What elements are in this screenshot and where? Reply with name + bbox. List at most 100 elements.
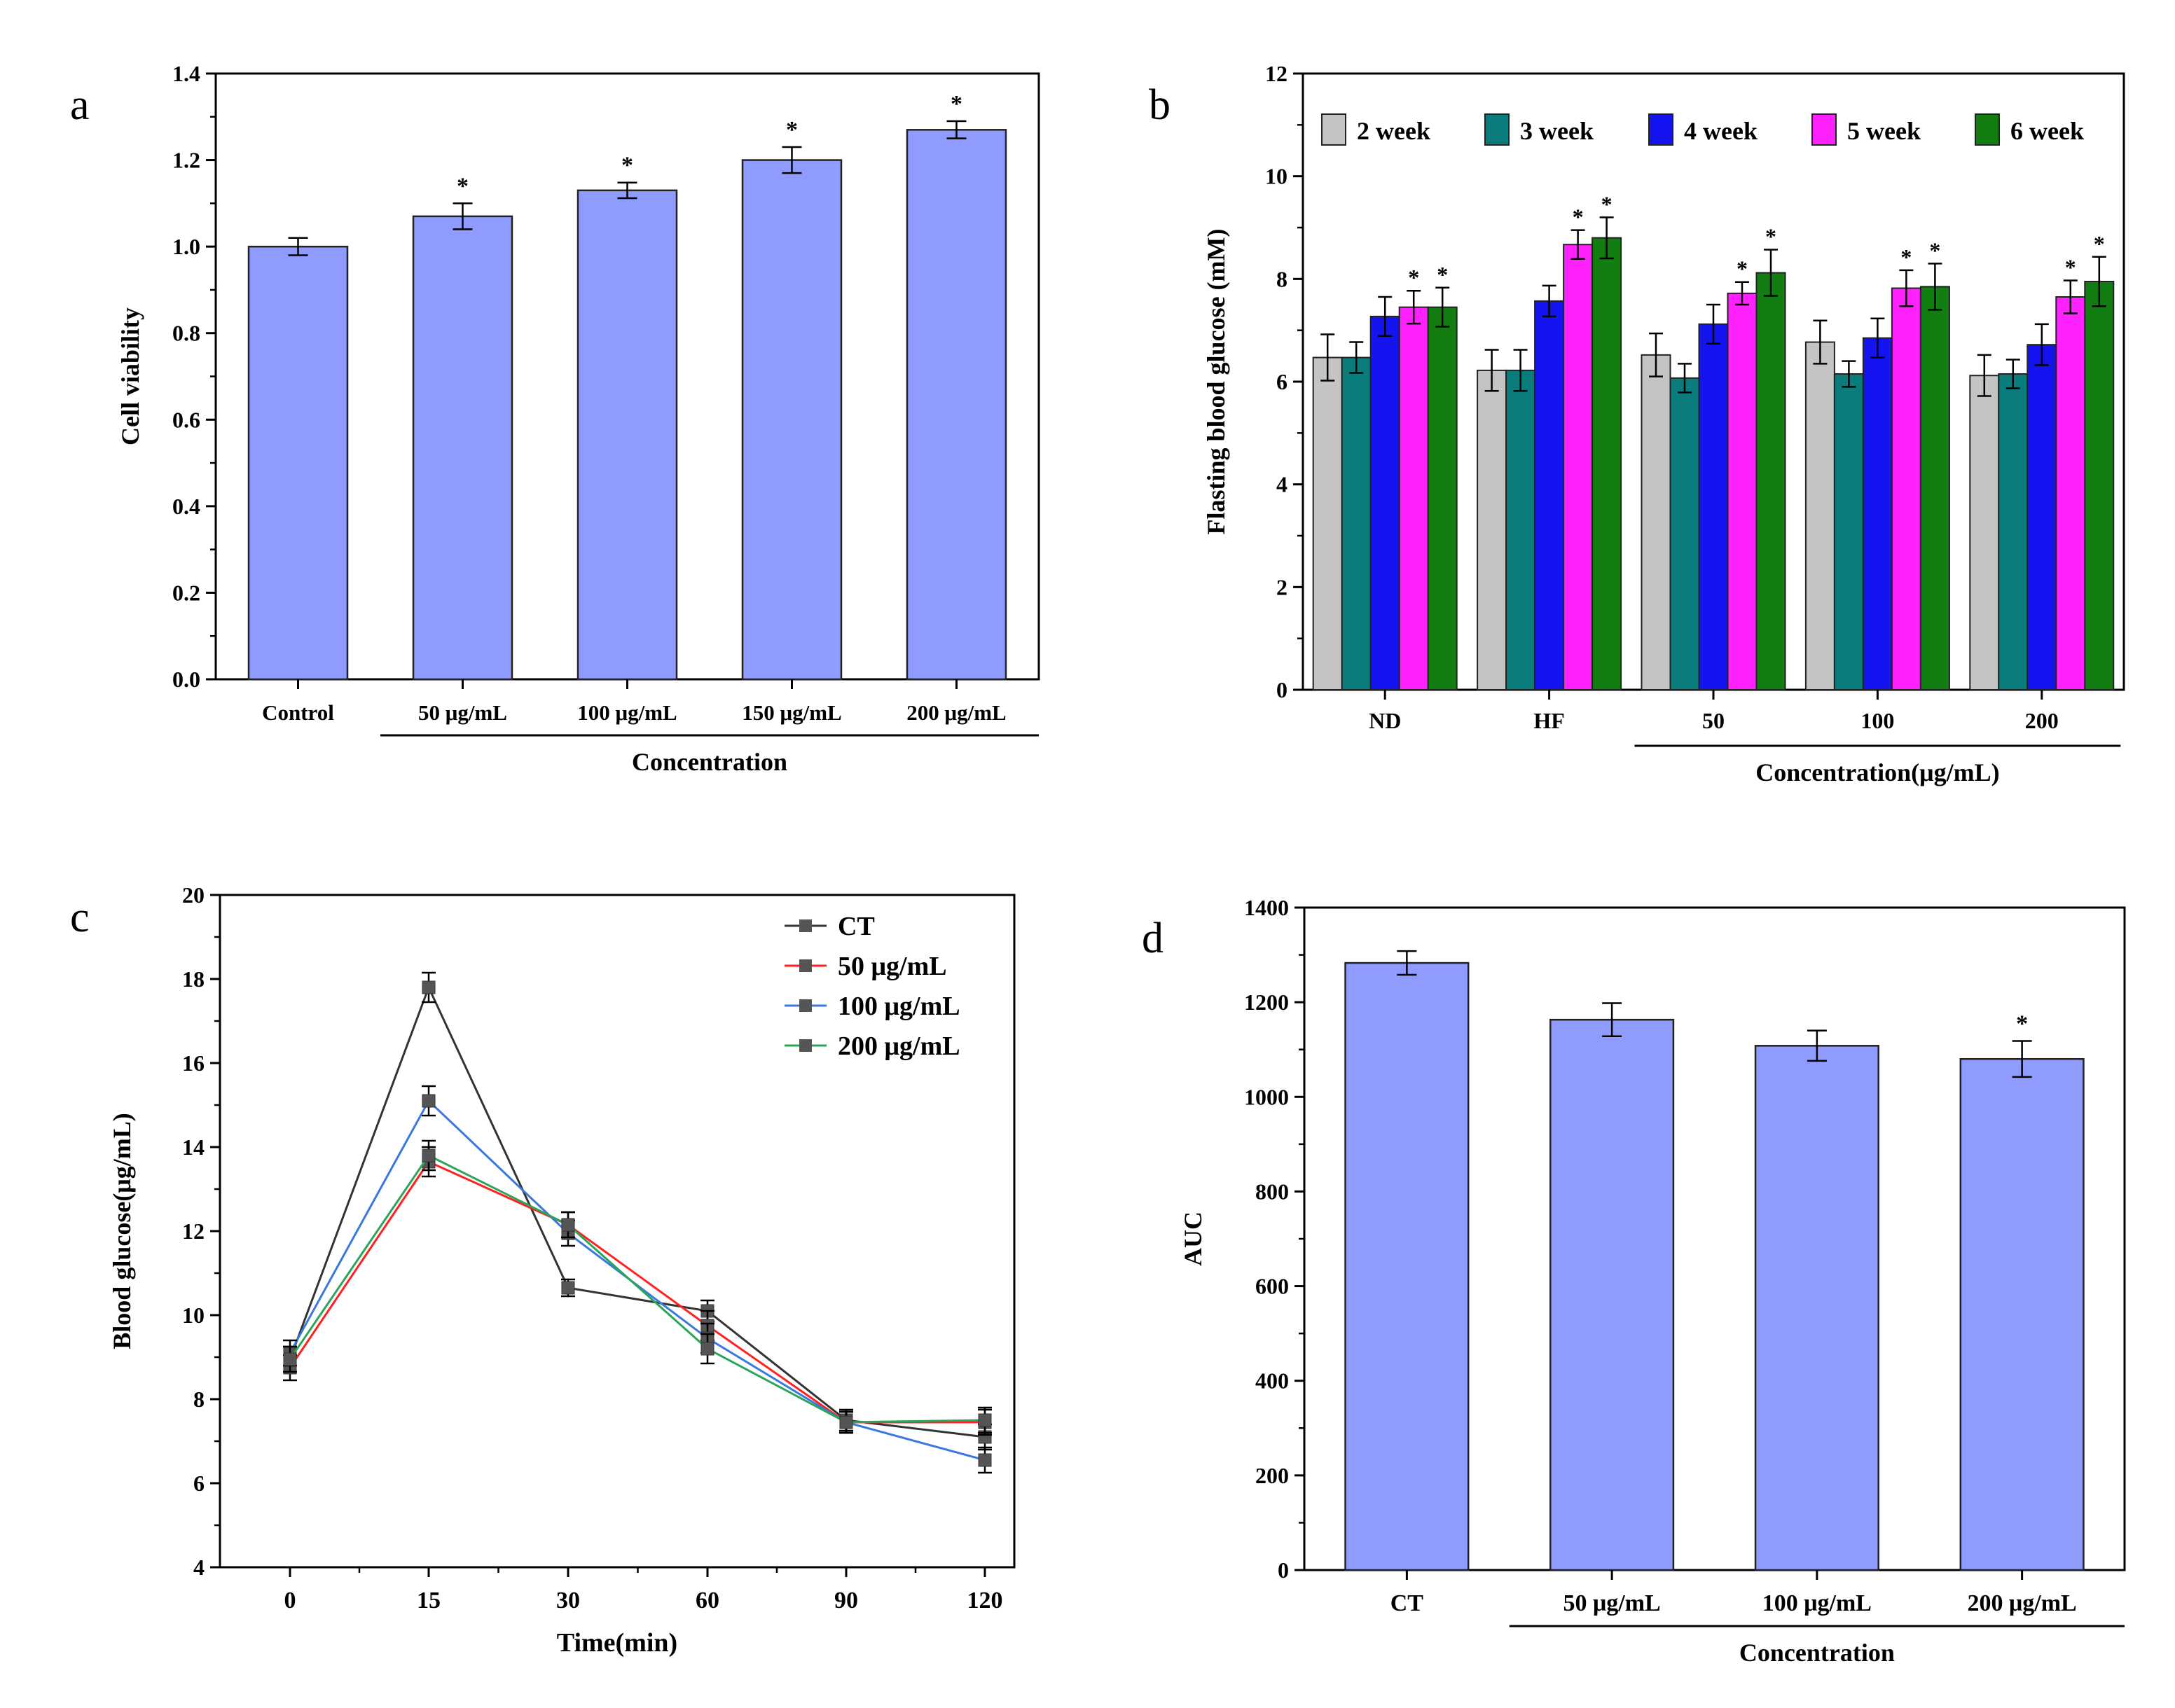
error-bar-6-week-nd — [1435, 286, 1450, 328]
chart-panel-c: 4 6 8 10 12 14 16 18 20 0 15 30 60 90 120 Time(min) Bloo… — [108, 882, 1016, 1658]
error-bar-4-week-50 — [1706, 303, 1720, 345]
y-tick-label: 1000 — [1244, 1084, 1289, 1109]
x-axis-title: Concentration — [1739, 1639, 1895, 1667]
y-tick-label: 1400 — [1244, 895, 1289, 920]
y-tick-label: 4 — [1276, 472, 1287, 497]
legend-marker-100-g-ml — [799, 999, 812, 1012]
legend: CT 50 μg/mL 100 μg/mL 200 μg/mL — [785, 912, 960, 1061]
legend-swatch-4-week — [1648, 113, 1673, 146]
chart-panel-b: 0 2 4 6 8 10 12 * * ND * * HF * * 50 * * 100 * * 200 Concentra… — [1202, 61, 2125, 786]
bar-50-g-ml — [1549, 1018, 1675, 1571]
error-bar-50-g-ml — [453, 202, 473, 230]
error-bar-control — [288, 237, 308, 256]
bar-5-week-200 — [2055, 296, 2086, 690]
error-bar-150-g-ml — [782, 146, 802, 174]
y-tick-label: 0 — [1276, 677, 1287, 702]
bar-200-g-ml — [906, 129, 1007, 681]
panel-letter-c: c — [70, 894, 90, 941]
y-tick-label: 0 — [1278, 1557, 1289, 1583]
legend-label-2-week: 2 week — [1357, 117, 1430, 145]
y-tick-label: 8 — [193, 1387, 205, 1412]
point-100-g-ml — [978, 1453, 992, 1467]
x-tick-label: Control — [262, 700, 334, 725]
legend-label-6-week: 6 week — [2010, 117, 2084, 145]
significance-marker: * — [1601, 191, 1613, 216]
bar-2-week-200 — [1969, 375, 2000, 690]
point-100-g-ml — [422, 1094, 436, 1108]
x-tick-label: 15 — [417, 1588, 441, 1613]
y-tick-label: 1.4 — [172, 61, 200, 86]
significance-marker: * — [786, 117, 798, 143]
legend-label-3-week: 3 week — [1520, 117, 1594, 145]
y-tick-label: 14 — [182, 1134, 205, 1160]
y-tick-label: 2 — [1276, 574, 1287, 599]
bar-6-week-200 — [2084, 281, 2115, 690]
bar-3-week-hf — [1505, 369, 1536, 690]
x-axis-title: Time(min) — [557, 1628, 677, 1658]
significance-marker: * — [457, 173, 469, 199]
y-tick-label: 0.6 — [172, 407, 200, 432]
error-bar-5-week-100 — [1899, 269, 1914, 307]
y-tick-label: 12 — [182, 1218, 205, 1244]
significance-marker: * — [1736, 256, 1748, 282]
panel-letter-d: d — [1142, 915, 1164, 962]
error-bar-4-week-nd — [1378, 296, 1393, 337]
error-bar-2-week-200 — [1977, 354, 1991, 397]
y-tick-label: 1.2 — [172, 148, 200, 173]
significance-marker: * — [2016, 1011, 2028, 1037]
error-bar-6-week-200 — [2092, 256, 2106, 307]
point-200-g-ml — [283, 1352, 297, 1366]
x-axis-title: Concentration(μg/mL) — [1755, 758, 1999, 786]
y-tick-label: 10 — [1265, 164, 1287, 189]
error-bar-3-week-200 — [2005, 359, 2020, 389]
error-bar-3-week-100 — [1842, 360, 1856, 388]
error-bar-3-week-nd — [1349, 341, 1364, 374]
significance-marker: * — [1573, 204, 1584, 230]
error-bar-2-week-50 — [1649, 332, 1663, 377]
y-tick-label: 16 — [182, 1050, 205, 1076]
y-tick-label: 0.2 — [172, 580, 200, 605]
y-axis-title: Flasting blood glucose (mM) — [1202, 229, 1230, 535]
x-tick-label: 200 — [2025, 708, 2059, 733]
x-tick-label: 0 — [284, 1588, 296, 1613]
x-tick-label: 50 μg/mL — [1563, 1590, 1661, 1616]
error-bar-3-week-50 — [1678, 363, 1692, 394]
legend-label-ct: CT — [838, 912, 875, 941]
x-tick-label: CT — [1390, 1590, 1424, 1616]
significance-marker: * — [1929, 237, 1940, 263]
significance-marker: * — [1408, 265, 1419, 290]
bar-200-g-ml — [1959, 1057, 2085, 1571]
bar-control — [247, 245, 349, 681]
legend-label-50-g-ml: 50 μg/mL — [838, 952, 947, 981]
y-tick-label: 800 — [1255, 1179, 1289, 1204]
significance-marker: * — [1900, 244, 1912, 270]
y-tick-label: 10 — [182, 1303, 205, 1328]
error-bar-5-week-hf — [1570, 229, 1585, 260]
legend-swatch-6-week — [1975, 113, 2000, 146]
line-50-g-ml — [289, 1160, 985, 1424]
x-axis-title: Concentration — [632, 748, 787, 776]
legend-marker-50-g-ml — [799, 959, 812, 972]
legend-swatch-5-week — [1811, 113, 1837, 146]
significance-marker: * — [2065, 255, 2076, 280]
bar-4-week-hf — [1534, 300, 1565, 691]
chart-panel-a: 0.0 0.2 0.4 0.6 0.8 1.0 1.2 1.4 Control 50 μg/mL *… — [116, 61, 1040, 776]
bar-2-week-hf — [1477, 369, 1507, 690]
y-tick-label: 6 — [1276, 369, 1287, 394]
significance-marker: * — [951, 91, 962, 117]
legend-swatch-2-week — [1321, 113, 1346, 146]
line-200-g-ml — [289, 1154, 986, 1424]
legend-label-5-week: 5 week — [1847, 117, 1921, 145]
y-tick-label: 1.0 — [172, 234, 200, 259]
point-200-g-ml — [422, 1148, 436, 1162]
error-bar-100-g-ml — [1807, 1029, 1827, 1062]
bar-3-week-200 — [1998, 373, 2029, 690]
bar-4-week-100 — [1862, 337, 1893, 690]
error-bar-2-week-nd — [1320, 333, 1335, 382]
x-tick-label: 100 μg/mL — [1762, 1590, 1872, 1616]
bar-5-week-50 — [1727, 292, 1758, 691]
bar-5-week-nd — [1398, 306, 1429, 690]
bar-100-g-ml — [1754, 1045, 1879, 1571]
legend: 2 week 3 week 4 week 5 week 6 week — [1321, 113, 2084, 146]
legend-label-100-g-ml: 100 μg/mL — [838, 992, 960, 1021]
